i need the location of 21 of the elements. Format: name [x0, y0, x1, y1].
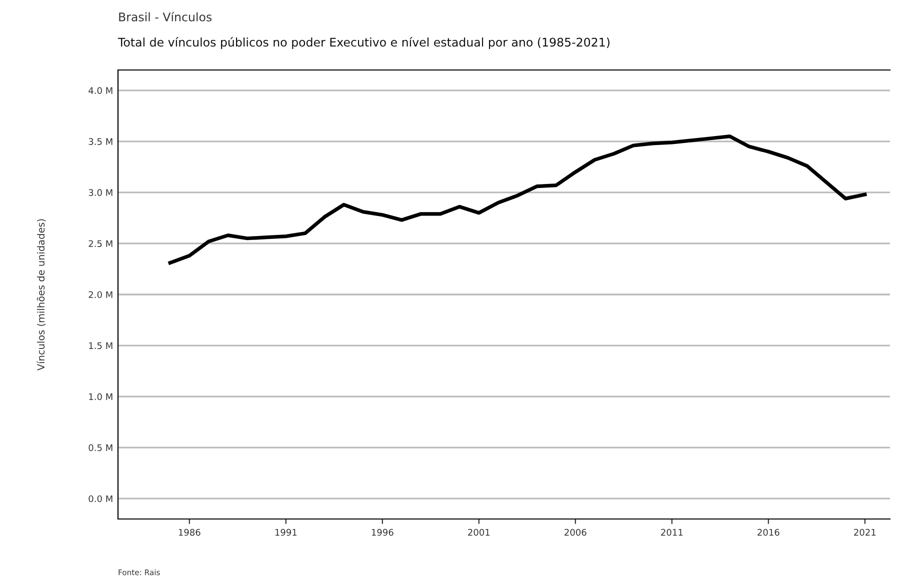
- x-tick-label: 2006: [564, 528, 586, 536]
- y-tick-label: 2.0 M: [88, 291, 112, 298]
- x-tick-label: 1986: [178, 528, 200, 536]
- chart-title: Brasil - Vínculos: [119, 12, 212, 22]
- x-tick-label: 2011: [661, 528, 683, 536]
- line-series: [168, 134, 867, 265]
- y-tick-label: 3.5 M: [88, 138, 112, 145]
- x-tick-label: 2001: [468, 528, 490, 536]
- y-tick-label: 3.0 M: [88, 189, 112, 196]
- y-tick-label: 0.0 M: [88, 495, 112, 502]
- y-tick-label: 1.0 M: [89, 393, 112, 400]
- x-tick-label: 2016: [758, 528, 780, 536]
- chart-subtitle: Total de vínculos públicos no poder Executivo e nível estadual por ano (1985-2021): [118, 37, 610, 49]
- y-tick-label: 2.5 M: [88, 240, 112, 248]
- y-tick-label: 0.5 M: [88, 444, 112, 452]
- y-axis-title: Vínculos (milhões de unidades): [36, 219, 46, 370]
- x-tick-label: 2021: [854, 528, 876, 536]
- x-tick-label: 1996: [372, 528, 394, 536]
- y-tick-label: 1.5 M: [89, 342, 112, 350]
- y-tick-label: 4.0 M: [88, 87, 112, 94]
- x-tick-label: 1991: [275, 528, 297, 536]
